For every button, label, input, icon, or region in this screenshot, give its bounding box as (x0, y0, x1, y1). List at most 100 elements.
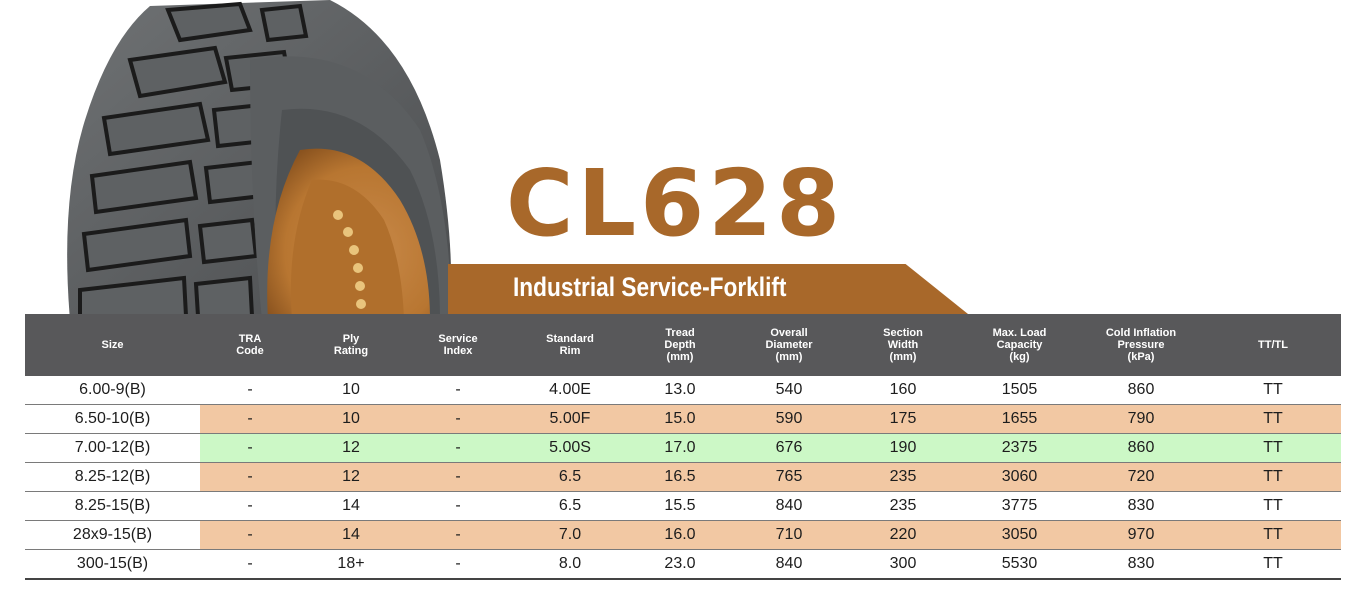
table-cell: 5.00F (514, 404, 626, 434)
column-header: Cold Inflation Pressure (kPa) (1077, 314, 1205, 376)
size-cell: 300-15(B) (25, 549, 200, 580)
column-header: Section Width (mm) (844, 314, 962, 376)
table-cell: 12 (300, 433, 402, 463)
table-cell: 10 (300, 376, 402, 405)
table-cell: - (200, 491, 300, 521)
table-cell: - (402, 491, 514, 521)
table-cell: - (200, 462, 300, 492)
table-cell: 12 (300, 462, 402, 492)
table-cell: - (200, 376, 300, 405)
column-header: Service Index (402, 314, 514, 376)
table-cell: 220 (844, 520, 962, 550)
table-cell: 710 (734, 520, 844, 550)
table-cell: 23.0 (626, 549, 734, 580)
size-cell: 6.50-10(B) (25, 404, 200, 434)
table-row: 8.25-15(B) -14-6.5 15.5 840 235 3775 830 TT (25, 491, 1341, 521)
table-cell: 540 (734, 376, 844, 405)
table-cell: 17.0 (626, 433, 734, 463)
table-row: 7.00-12(B) -12-5.00S 17.0 676 190 2375 860 TT (25, 433, 1341, 463)
table-cell: - (402, 433, 514, 463)
table-cell: - (402, 376, 514, 405)
column-header: Overall Diameter (mm) (734, 314, 844, 376)
table-header-row: Size TRA Code Ply Rating Service Index Standard… (25, 314, 1341, 376)
table-cell: - (200, 433, 300, 463)
table-row: 6.50-10(B) -10-5.00F 15.0 590 175 1655 790 TT (25, 404, 1341, 434)
table-row: 6.00-9(B) -10-4.00E 13.0 540 160 1505 860 TT (25, 376, 1341, 405)
table-cell: - (200, 549, 300, 580)
column-header: TT/TL (1205, 314, 1341, 376)
table-cell: 6.5 (514, 462, 626, 492)
table-cell: 18+ (300, 549, 402, 580)
table-cell: 2375 (962, 433, 1077, 463)
table-cell: 1505 (962, 376, 1077, 405)
table-cell: 830 (1077, 549, 1205, 580)
table-cell: 590 (734, 404, 844, 434)
table-cell: 4.00E (514, 376, 626, 405)
table-cell: - (200, 520, 300, 550)
model-title: CL628 (506, 150, 845, 257)
table-cell: 13.0 (626, 376, 734, 405)
table-cell: TT (1205, 520, 1341, 550)
table-cell: - (200, 404, 300, 434)
table-cell: - (402, 549, 514, 580)
table-row: 300-15(B) -18+ -8.0 23.0 840 300 5530 830 TT (25, 549, 1341, 580)
table-cell: 1655 (962, 404, 1077, 434)
column-header: Standard Rim (514, 314, 626, 376)
table-cell: TT (1205, 404, 1341, 434)
table-cell: 14 (300, 491, 402, 521)
size-cell: 8.25-15(B) (25, 491, 200, 521)
column-header: Size (25, 314, 200, 376)
table-cell: 840 (734, 549, 844, 580)
table-cell: 15.0 (626, 404, 734, 434)
table-cell: - (402, 520, 514, 550)
table-cell: 300 (844, 549, 962, 580)
table-cell: 765 (734, 462, 844, 492)
table-cell: 14 (300, 520, 402, 550)
column-header: Max. Load Capacity (kg) (962, 314, 1077, 376)
size-cell: 28x9-15(B) (25, 520, 200, 550)
spec-table: Size TRA Code Ply Rating Service Index Standard… (25, 314, 1341, 580)
column-header: TRA Code (200, 314, 300, 376)
column-header: Tread Depth (mm) (626, 314, 734, 376)
table-cell: 10 (300, 404, 402, 434)
size-cell: 7.00-12(B) (25, 433, 200, 463)
table-cell: 860 (1077, 376, 1205, 405)
table-cell: 860 (1077, 433, 1205, 463)
table-cell: 6.5 (514, 491, 626, 521)
table-cell: 16.5 (626, 462, 734, 492)
column-header: Ply Rating (300, 314, 402, 376)
table-cell: 970 (1077, 520, 1205, 550)
table-row: 28x9-15(B) -14-7.0 16.0 710 220 3050 970 TT (25, 520, 1341, 550)
table-cell: 8.0 (514, 549, 626, 580)
table-cell: TT (1205, 462, 1341, 492)
table-cell: 676 (734, 433, 844, 463)
table-cell: 235 (844, 491, 962, 521)
table-cell: TT (1205, 376, 1341, 405)
table-cell: 3060 (962, 462, 1077, 492)
table-cell: TT (1205, 491, 1341, 521)
table-cell: 840 (734, 491, 844, 521)
tire-image (67, 0, 452, 314)
table-cell: TT (1205, 433, 1341, 463)
table-cell: 720 (1077, 462, 1205, 492)
size-cell: 6.00-9(B) (25, 376, 200, 405)
table-cell: 235 (844, 462, 962, 492)
table-cell: 7.0 (514, 520, 626, 550)
table-cell: 15.5 (626, 491, 734, 521)
table-cell: 16.0 (626, 520, 734, 550)
table-cell: TT (1205, 549, 1341, 580)
table-cell: 3050 (962, 520, 1077, 550)
table-cell: 5530 (962, 549, 1077, 580)
subtitle: Industrial Service-Forklift (513, 272, 787, 302)
size-cell: 8.25-12(B) (25, 462, 200, 492)
table-cell: 190 (844, 433, 962, 463)
table-row: 8.25-12(B) -12-6.5 16.5 765 235 3060 720 TT (25, 462, 1341, 492)
table-cell: 160 (844, 376, 962, 405)
table-cell: - (402, 462, 514, 492)
subtitle-ribbon (448, 264, 968, 314)
table-cell: 175 (844, 404, 962, 434)
table-cell: 830 (1077, 491, 1205, 521)
table-cell: - (402, 404, 514, 434)
table-cell: 3775 (962, 491, 1077, 521)
table-cell: 790 (1077, 404, 1205, 434)
